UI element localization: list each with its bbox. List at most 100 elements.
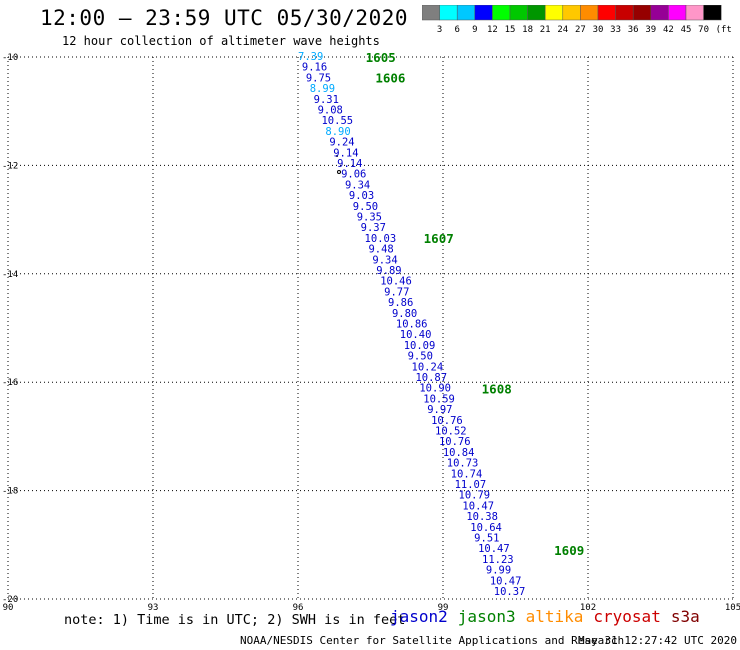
wave-height-value: 9.86 — [388, 297, 413, 309]
wave-height-value: 9.14 — [333, 147, 358, 159]
satellite-legend: jason2 jason3 altika cryosat s3a — [390, 607, 710, 626]
wave-height-value: 10.24 — [412, 361, 444, 373]
lon-tick-label: 99 — [438, 603, 449, 610]
wave-height-value: 10.76 — [431, 415, 463, 427]
wave-height-value: 10.59 — [423, 393, 455, 405]
colorbar-label: 36 — [628, 25, 639, 35]
pass-number-label: 1607 — [424, 231, 454, 246]
wave-height-value: 9.89 — [376, 265, 401, 277]
wave-height-value: 10.46 — [380, 276, 412, 288]
credit-text: NOAA/NESDIS Center for Satellite Applica… — [240, 634, 625, 647]
legend-s3a: s3a — [670, 607, 700, 626]
lat-tick-label: -18 — [2, 487, 18, 497]
colorbar-label: 15 — [505, 25, 516, 35]
legend-jason2: jason2 — [390, 607, 448, 626]
wave-height-value: 9.80 — [392, 308, 417, 320]
lon-tick-label: 96 — [293, 603, 304, 610]
wave-height-value: 9.16 — [302, 62, 327, 74]
lat-tick-label: -20 — [2, 595, 18, 605]
wave-height-value: 10.73 — [447, 458, 479, 470]
colorbar-label: 12 — [487, 25, 498, 35]
wave-height-value: 10.84 — [443, 447, 475, 459]
island-mark — [336, 155, 338, 157]
lat-tick-label: -14 — [2, 270, 18, 280]
colorbar-label: 45 — [681, 25, 692, 35]
lon-tick-label: 93 — [148, 603, 159, 610]
legend-jason3: jason3 — [457, 607, 516, 626]
colorbar-label: 3 — [437, 25, 442, 35]
wave-height-value: 9.03 — [349, 190, 374, 202]
wave-height-map: 90 93 96 99 102 105 -10 -12 -14 -16 -18 -20 7.399.16… — [2, 50, 740, 610]
colorbar-label: 39 — [645, 25, 656, 35]
wave-height-value: 9.97 — [427, 404, 452, 416]
pass-number-label: 1606 — [375, 71, 405, 86]
lat-tick-label: -10 — [2, 53, 18, 63]
pass-number-label: 1608 — [482, 382, 512, 397]
wave-height-value: 9.75 — [306, 72, 331, 84]
wave-height-value: 10.55 — [321, 115, 353, 127]
wave-height-value: 9.99 — [486, 565, 511, 577]
lon-tick-label: 90 — [3, 603, 14, 610]
wave-height-value: 9.51 — [474, 532, 499, 544]
wave-height-value: 11.07 — [455, 479, 487, 491]
colorbar-label: 27 — [575, 25, 586, 35]
units-note: note: 1) Time is in UTC; 2) SWH is in fe… — [64, 612, 406, 628]
lat-tick-label: -12 — [2, 161, 18, 171]
wave-height-value: 10.03 — [365, 233, 397, 245]
wave-height-value: 8.90 — [325, 126, 350, 138]
wave-height-value: 10.90 — [419, 383, 451, 395]
colorbar-label: 24 — [557, 25, 568, 35]
wave-height-value: 10.86 — [396, 318, 428, 330]
lon-tick-label: 102 — [580, 603, 596, 610]
wave-height-value: 10.64 — [470, 522, 502, 534]
legend-altika: altika — [525, 607, 584, 626]
wave-height-value: 9.08 — [318, 104, 343, 116]
lon-tick-label: 105 — [725, 603, 740, 610]
colorbar-label: 42 — [663, 25, 674, 35]
wave-height-value: 10.87 — [415, 372, 447, 384]
colorbar-unit: (ft) — [716, 25, 732, 35]
colorbar-label: 9 — [472, 25, 477, 35]
wave-height-value: 9.31 — [314, 94, 339, 106]
wave-height-value: 9.14 — [337, 158, 362, 170]
wave-height-value: 10.38 — [466, 511, 498, 523]
wave-height-value: 7.39 — [298, 51, 323, 63]
wave-height-value: 9.48 — [368, 244, 393, 256]
page-subtitle: 12 hour collection of altimeter wave hei… — [62, 34, 380, 48]
wave-height-value: 9.50 — [353, 201, 378, 213]
wave-height-value: 9.34 — [372, 254, 397, 266]
wave-height-value: 11.23 — [482, 554, 514, 566]
wave-height-value: 10.52 — [435, 425, 467, 437]
generation-timestamp: May 31 12:27:42 UTC 2020 — [578, 634, 737, 647]
colorbar-swatch — [703, 5, 722, 21]
wave-height-value: 8.99 — [310, 83, 335, 95]
wave-height-value: 9.34 — [345, 179, 370, 191]
colorbar-label: 6 — [454, 25, 459, 35]
page-title: 12:00 – 23:59 UTC 05/30/2020 — [40, 6, 409, 30]
wave-height-value: 9.06 — [341, 169, 366, 181]
wave-height-value: 10.37 — [494, 586, 526, 598]
pass-number-label: 1609 — [554, 543, 584, 558]
wave-height-value: 9.77 — [384, 286, 409, 298]
wave-height-value: 9.35 — [357, 211, 382, 223]
island-mark — [337, 170, 341, 174]
wave-height-value: 10.47 — [490, 575, 522, 587]
wave-height-value: 10.40 — [400, 329, 432, 341]
colorbar-label: 21 — [540, 25, 551, 35]
wave-height-value: 10.47 — [462, 500, 494, 512]
colorbar-label: 70 — [698, 25, 709, 35]
wave-height-value: 9.37 — [361, 222, 386, 234]
wave-height-value: 10.09 — [404, 340, 436, 352]
colorbar-label: 18 — [522, 25, 533, 35]
colorbar-label: 33 — [610, 25, 621, 35]
legend-cryosat: cryosat — [593, 607, 661, 626]
pass-number-label: 1605 — [366, 50, 396, 65]
wave-height-value: 9.50 — [408, 351, 433, 363]
wave-height-value: 10.74 — [451, 468, 483, 480]
wave-height-value: 10.79 — [459, 490, 491, 502]
wave-height-value: 10.47 — [478, 543, 510, 555]
wave-height-value: 9.24 — [329, 137, 354, 149]
lat-tick-label: -16 — [2, 378, 18, 388]
wave-height-value: 10.76 — [439, 436, 471, 448]
